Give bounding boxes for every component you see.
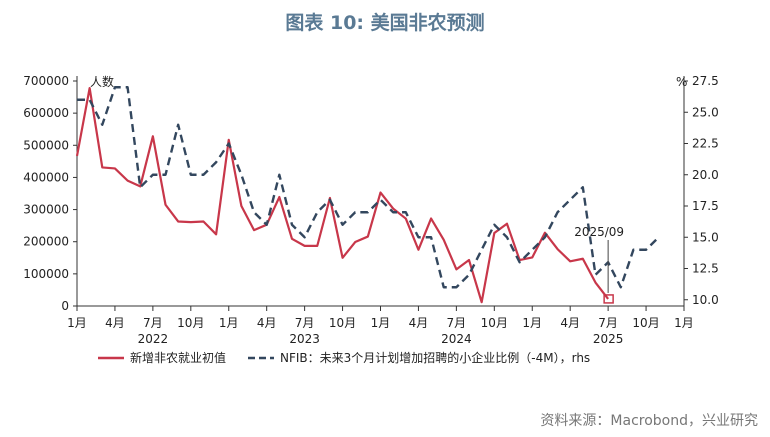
right-tick-label: 17.5: [692, 199, 719, 213]
nfib-hiring-plans-line: [77, 86, 660, 289]
legend: 新增非农就业初值 NFIB：未来3个月计划增加招聘的小企业比例（-4M），rhs: [98, 350, 590, 365]
x-tick-label: 7月: [598, 316, 618, 330]
right-tick-label: 27.5: [692, 74, 719, 88]
x-tick-label: 7月: [447, 316, 467, 330]
x-tick-label: 10月: [177, 316, 204, 330]
x-year-label: 2024: [441, 332, 472, 346]
x-tick-label: 1月: [522, 316, 542, 330]
right-tick-label: 20.0: [692, 168, 719, 182]
x-year-label: 2023: [289, 332, 320, 346]
x-tick-label: 4月: [257, 316, 277, 330]
annotation-marker: [603, 294, 614, 304]
series-lines: 2025/09: [75, 86, 660, 304]
x-tick-label: 10月: [481, 316, 508, 330]
x-tick-label: 4月: [105, 316, 125, 330]
x-tick-label: 10月: [632, 316, 659, 330]
x-tick-label: 4月: [560, 316, 580, 330]
right-tick-label: 22.5: [692, 137, 719, 151]
x-tick-label: 7月: [143, 316, 163, 330]
right-tick-label: 10.0: [692, 293, 719, 307]
left-tick-label: 200000: [23, 235, 69, 249]
annotation-label: 2025/09: [574, 225, 624, 239]
x-tick-label: 1月: [674, 316, 694, 330]
right-tick-label: 15.0: [692, 230, 719, 244]
x-year-label: 2025: [593, 332, 624, 346]
left-tick-label: 600000: [23, 106, 69, 120]
x-tick-label: 10月: [329, 316, 356, 330]
left-axis-unit: 人数: [90, 74, 114, 89]
x-tick-label: 1月: [219, 316, 239, 330]
right-axis-unit: %: [676, 75, 687, 89]
x-tick-label: 4月: [409, 316, 429, 330]
axes: 0 100000 200000 300000 400000 500000 600000 700…: [23, 74, 719, 346]
x-year-label: 2022: [138, 332, 169, 346]
left-tick-label: 100000: [23, 267, 69, 281]
x-tick-label: 1月: [371, 316, 391, 330]
left-tick-label: 500000: [23, 138, 69, 152]
left-tick-label: 300000: [23, 203, 69, 217]
left-tick-label: 700000: [23, 74, 69, 88]
left-tick-label: 400000: [23, 170, 69, 184]
legend-label-payrolls: 新增非农就业初值: [130, 350, 226, 365]
right-tick-label: 25.0: [692, 105, 719, 119]
payrolls-line: [75, 86, 609, 304]
legend-label-nfib: NFIB：未来3个月计划增加招聘的小企业比例（-4M），rhs: [280, 350, 590, 365]
source-note: 资料来源：Macrobond，兴业研究: [540, 413, 758, 429]
right-tick-label: 12.5: [692, 262, 719, 276]
x-tick-label: 7月: [295, 316, 315, 330]
left-tick-label: 0: [61, 299, 69, 313]
x-tick-label: 1月: [67, 316, 87, 330]
chart-title: 图表 10: 美国非农预测: [285, 12, 485, 34]
